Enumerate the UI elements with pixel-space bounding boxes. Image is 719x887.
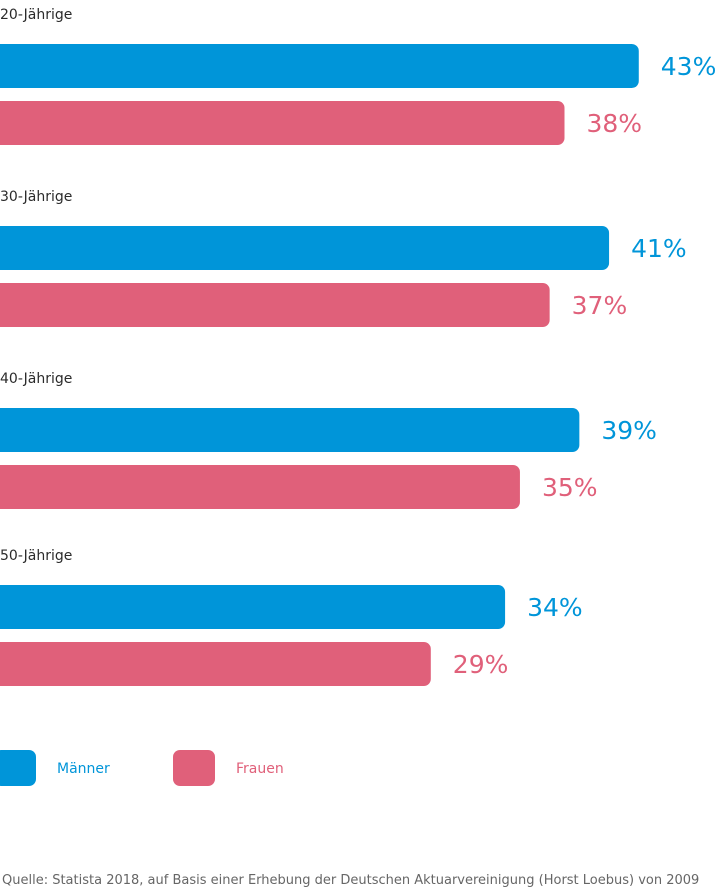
bar-männer-20-jährige bbox=[0, 44, 639, 88]
value-label-frauen-40-jährige: 35% bbox=[542, 473, 598, 502]
legend-label-frauen: Frauen bbox=[236, 761, 284, 777]
bar-männer-40-jährige bbox=[0, 408, 580, 452]
legend: Männer Frauen bbox=[0, 750, 284, 786]
value-label-frauen-30-jährige: 37% bbox=[572, 291, 628, 320]
bar-frauen-20-jährige bbox=[0, 101, 565, 145]
bar-frauen-30-jährige bbox=[0, 283, 550, 327]
legend-swatch-männer bbox=[0, 750, 36, 786]
category-label: 20-Jährige bbox=[0, 7, 72, 23]
bar-männer-30-jährige bbox=[0, 226, 610, 270]
group-40-jährige: 40-Jährige 39%35% bbox=[0, 371, 657, 509]
legend-label-männer: Männer bbox=[57, 761, 110, 777]
value-label-männer-50-jährige: 34% bbox=[527, 593, 583, 622]
group-50-jährige: 50-Jährige 34% 29% bbox=[0, 548, 583, 686]
bar-frauen-40-jährige bbox=[0, 465, 520, 509]
source-note: Quelle: Statista 2018, auf Basis einer E… bbox=[2, 873, 699, 887]
value-label-männer-20-jährige: 43% bbox=[661, 52, 717, 81]
category-label: 50-Jährige bbox=[0, 548, 72, 564]
category-label: 40-Jährige bbox=[0, 371, 72, 387]
group-30-jährige: 30-Jährige 41%37% bbox=[0, 189, 687, 327]
value-label-frauen-20-jährige: 38% bbox=[587, 109, 643, 138]
value-label-männer-30-jährige: 41% bbox=[631, 234, 687, 263]
value-label-männer-40-jährige: 39% bbox=[601, 416, 657, 445]
bar-männer-50-jährige bbox=[0, 585, 506, 629]
category-label: 30-Jährige bbox=[0, 189, 72, 205]
legend-swatch-frauen bbox=[173, 750, 215, 786]
chart-groups: 20-Jährige 43% 38% 30-Jährige 41%37% 40-Jähri… bbox=[0, 7, 716, 686]
bar-frauen-50-jährige bbox=[0, 642, 431, 686]
group-20-jährige: 20-Jährige 43% 38% bbox=[0, 7, 716, 145]
value-label-frauen-50-jährige: 29% bbox=[453, 650, 509, 679]
